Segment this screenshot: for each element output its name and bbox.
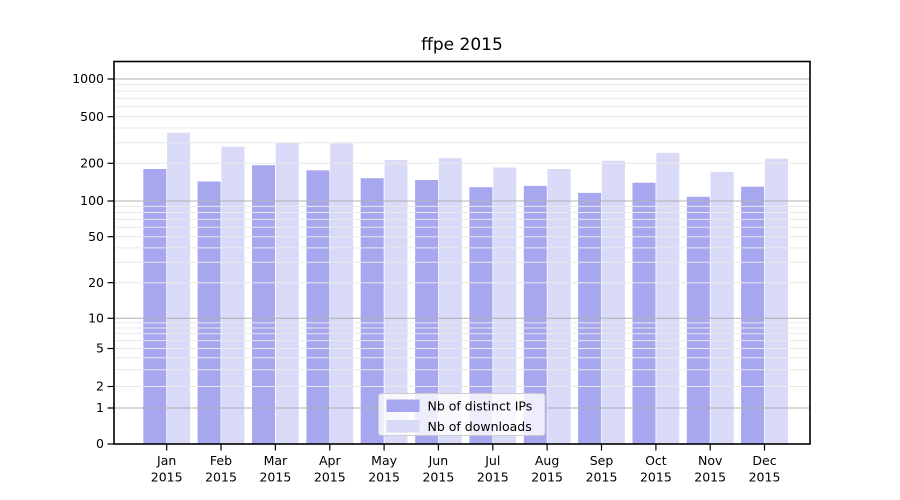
bar-nb-of-distinct-ips-apr xyxy=(306,170,330,445)
y-tick-label-20: 20 xyxy=(88,275,104,290)
bar-nb-of-downloads-jan xyxy=(167,132,191,444)
x-tick-label-jan: Jan 2015 xyxy=(151,453,183,485)
bar-nb-of-distinct-ips-mar xyxy=(252,165,275,444)
y-tick-label-10: 10 xyxy=(88,311,104,326)
x-tick-label-oct: Oct 2015 xyxy=(640,453,672,485)
bar-nb-of-distinct-ips-nov xyxy=(686,196,710,444)
x-tick-label-nov: Nov 2015 xyxy=(694,453,726,485)
bar-nb-of-distinct-ips-may xyxy=(360,178,384,444)
minor-gridlines xyxy=(114,84,810,387)
x-tick-label-may: May 2015 xyxy=(368,453,400,485)
bar-nb-of-downloads-nov xyxy=(710,171,734,445)
x-tick-label-jul: Jul 2015 xyxy=(477,453,509,485)
bar-nb-of-downloads-mar xyxy=(275,143,299,444)
bar-nb-of-distinct-ips-feb xyxy=(197,181,221,444)
x-tick-label-mar: Mar 2015 xyxy=(259,453,291,485)
y-tick-label-5: 5 xyxy=(96,341,104,356)
x-tick-label-dec: Dec 2015 xyxy=(749,453,781,485)
bar-nb-of-downloads-aug xyxy=(547,169,571,444)
bars-layer xyxy=(143,132,788,445)
x-tick-label-sep: Sep 2015 xyxy=(586,453,618,485)
x-tick-label-feb: Feb 2015 xyxy=(205,453,237,485)
bar-nb-of-downloads-jun xyxy=(438,158,462,444)
bar-nb-of-distinct-ips-aug xyxy=(523,185,547,444)
bar-nb-of-distinct-ips-dec xyxy=(741,186,765,444)
y-tick-label-500: 500 xyxy=(80,109,104,124)
legend-swatch-nb-of-downloads xyxy=(386,420,420,433)
bar-nb-of-distinct-ips-jun xyxy=(415,180,439,444)
bar-nb-of-downloads-oct xyxy=(656,152,680,445)
bar-nb-of-distinct-ips-jan xyxy=(143,169,167,444)
legend-label-nb-of-distinct-ips: Nb of distinct IPs xyxy=(428,399,533,414)
y-tick-label-0: 0 xyxy=(96,436,104,451)
x-tick-label-jun: Jun 2015 xyxy=(422,453,454,485)
y-tick-label-1: 1 xyxy=(96,400,104,415)
legend-swatch-nb-of-distinct-ips xyxy=(386,399,420,412)
bar-nb-of-distinct-ips-jul xyxy=(469,187,493,444)
bar-nb-of-downloads-dec xyxy=(764,158,788,444)
x-tick-label-apr: Apr 2015 xyxy=(314,453,346,485)
x-axis: Jan 2015 Feb 2015 Mar 2015 Apr 2015 May 2015 Jun 20… xyxy=(151,444,781,485)
bar-nb-of-distinct-ips-oct xyxy=(632,182,656,444)
legend-box xyxy=(378,393,546,436)
chart-title: ffpe 2015 xyxy=(421,35,503,55)
y-tick-label-50: 50 xyxy=(88,229,104,244)
y-tick-label-200: 200 xyxy=(80,156,104,171)
x-tick-label-aug: Aug 2015 xyxy=(531,453,563,485)
y-tick-label-100: 100 xyxy=(80,193,104,208)
bar-nb-of-downloads-may xyxy=(384,160,408,444)
legend-label-nb-of-downloads: Nb of downloads xyxy=(428,419,532,434)
bar-nb-of-downloads-sep xyxy=(601,160,625,445)
bar-nb-of-downloads-feb xyxy=(221,146,245,444)
plot-border xyxy=(113,60,811,445)
bar-nb-of-downloads-apr xyxy=(330,143,354,444)
y-tick-label-1000: 1000 xyxy=(72,71,104,86)
legend: Nb of distinct IPs Nb of downloads xyxy=(378,393,546,436)
y-tick-label-2: 2 xyxy=(96,379,104,394)
